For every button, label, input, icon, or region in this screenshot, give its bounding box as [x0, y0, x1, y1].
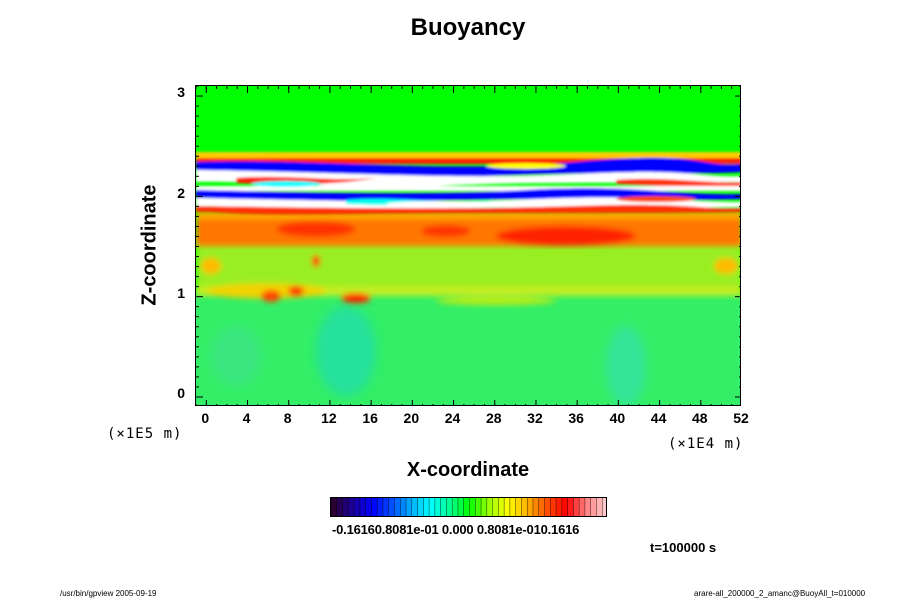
colorbar-segment	[475, 498, 482, 516]
cyan-patch-left	[316, 306, 376, 396]
x-tick-label: 16	[362, 410, 378, 426]
colorbar-segment	[377, 498, 384, 516]
colorbar-segment	[400, 498, 407, 516]
colorbar-segment	[573, 498, 580, 516]
colorbar-segment	[388, 498, 395, 516]
colorbar-segment	[342, 498, 349, 516]
x-tick-label: 48	[691, 410, 708, 426]
y-tick-label: 1	[177, 285, 185, 301]
colorbar-segment	[371, 498, 378, 516]
x-tick-label: 40	[609, 410, 626, 426]
x-tick-label: 24	[444, 410, 461, 426]
x-tick-label: 28	[485, 410, 502, 426]
colorbar-segment	[498, 498, 505, 516]
colorbar-segment	[492, 498, 499, 516]
x-axis-label: X-coordinate	[406, 459, 530, 481]
colorbar-segment	[417, 498, 424, 516]
colorbar-segment	[336, 498, 344, 516]
footer-right-text: arare-all_200000_2_amanc@BuoyAll_t=01000…	[694, 589, 866, 598]
colorbar-segment	[556, 498, 563, 516]
x-tick-label: 32	[527, 410, 543, 426]
y-tick-label: 0	[177, 385, 185, 401]
colorbar-segment	[590, 498, 597, 516]
x-scale-note: (×1E4 m)	[668, 436, 744, 452]
x-tick-label: 8	[283, 410, 292, 426]
colorbar-tick-labels: -0.16160.8081e-01 0.000 0.8081e-010.1616	[332, 522, 580, 537]
colorbar-segment	[561, 498, 569, 516]
x-tick-label: 4	[242, 410, 251, 426]
colorbar-segment	[567, 498, 574, 516]
red-band-core	[496, 226, 636, 246]
plot-area	[195, 85, 741, 406]
colorbar-segment	[527, 498, 534, 516]
colorbar-segment	[532, 498, 540, 516]
colorbar-segment	[423, 498, 430, 516]
colorbar-segment	[331, 498, 338, 516]
cyan-patch-far-left	[211, 326, 261, 386]
banded-layer	[196, 152, 740, 215]
chart-title: Buoyancy	[410, 14, 526, 41]
colorbar-segment	[457, 498, 465, 516]
y-tick-label: 3	[177, 84, 185, 100]
time-annotation: t=100000 s	[650, 540, 717, 555]
colorbar-segment	[382, 498, 390, 516]
colorbar-segment	[521, 498, 528, 516]
x-tick-label: 36	[568, 410, 584, 426]
lower-region	[196, 291, 740, 405]
colorbar-segment	[486, 498, 494, 516]
x-tick-label: 20	[403, 410, 420, 426]
colorbar-segment	[406, 498, 413, 516]
colorbar-segment	[602, 498, 606, 516]
heatmap-field	[196, 86, 740, 405]
colorbar	[330, 497, 607, 517]
colorbar-segment	[550, 498, 557, 516]
colorbar-segment	[481, 498, 488, 516]
colorbar-segment	[359, 498, 367, 516]
y-scale-note: (×1E5 m)	[107, 426, 183, 442]
colorbar-segment	[434, 498, 442, 516]
x-tick-label: 12	[321, 410, 337, 426]
colorbar-segment	[584, 498, 592, 516]
cyan-patch-right	[606, 326, 646, 405]
colorbar-segment	[544, 498, 551, 516]
colorbar-segment	[452, 498, 459, 516]
colorbar-segment	[504, 498, 511, 516]
y-tick-label: 2	[177, 185, 185, 201]
colorbar-segment	[579, 498, 586, 516]
colorbar-segment	[469, 498, 476, 516]
colorbar-segment	[446, 498, 453, 516]
red-patch	[341, 293, 371, 303]
colorbar-segment	[348, 498, 355, 516]
colorbar-segment	[354, 498, 361, 516]
x-tick-label: 52	[733, 410, 749, 426]
colorbar-segment	[394, 498, 401, 516]
colorbar-segment	[515, 498, 522, 516]
colorbar-segment	[596, 498, 603, 516]
colorbar-segment	[365, 498, 372, 516]
colorbar-segment	[463, 498, 470, 516]
y-axis-label: Z-coordinate	[138, 184, 161, 306]
colorbar-segment	[411, 498, 419, 516]
x-tick-label: 0	[201, 410, 210, 426]
colorbar-segment	[538, 498, 546, 516]
colorbar-segment	[509, 498, 517, 516]
footer-left-text: /usr/bin/gpview 2005-09-19	[60, 589, 157, 598]
colorbar-segment	[440, 498, 447, 516]
x-tick-label: 44	[650, 410, 667, 426]
colorbar-segment	[429, 498, 436, 516]
